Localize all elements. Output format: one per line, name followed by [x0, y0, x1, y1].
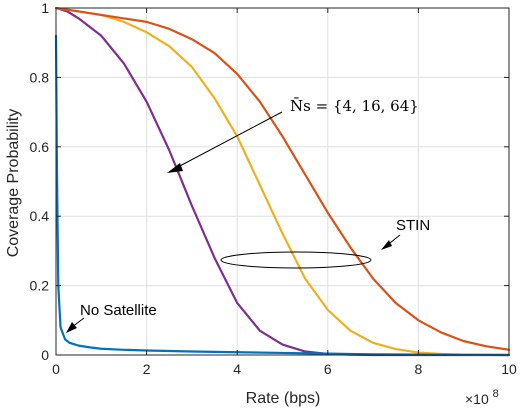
plot-frame	[55, 7, 510, 356]
nsats-arrow-head	[167, 163, 183, 173]
x-tick-label: 8	[415, 361, 423, 377]
stin-ellipse	[220, 251, 372, 269]
no-satellite-annotation: No Satellite	[80, 302, 157, 319]
series-line-2	[54, 6, 511, 351]
series-line-1	[54, 6, 511, 357]
y-tick-label: 0	[41, 347, 49, 363]
no-satellite-arrow-head	[66, 322, 77, 333]
series-line-3	[54, 34, 511, 357]
y-tick-label: 0.4	[30, 208, 50, 224]
x-multiplier-exponent: 8	[493, 388, 499, 400]
y-tick-label: 0.2	[30, 278, 50, 294]
grid-layer	[55, 7, 510, 356]
y-tick-label: 0.8	[30, 69, 50, 85]
x-tick-label: 4	[233, 361, 241, 377]
x-tick-label: 0	[52, 361, 60, 377]
x-axis-title: Rate (bps)	[246, 390, 321, 407]
x-tick-label: 6	[324, 361, 332, 377]
plot-area	[56, 8, 509, 355]
series-layer	[54, 6, 511, 357]
nsats-annotation: N̄s = {4, 16, 64}	[290, 97, 419, 115]
y-tick-label: 0.6	[30, 139, 50, 155]
annotation-layer: N̄s = {4, 16, 64} STIN No Satellite	[66, 97, 430, 333]
y-axis-title: Coverage Probability	[5, 109, 22, 258]
axes-layer: 0 2 4 6 8 10 0 0.2 0.4 0.6 0.8 1	[30, 0, 517, 377]
x-multiplier-base: ×10	[465, 391, 489, 407]
stin-annotation: STIN	[396, 217, 430, 234]
x-tick-label: 2	[143, 361, 151, 377]
nsats-arrow-shaft	[175, 111, 283, 169]
stin-arrow-head	[381, 240, 392, 250]
x-tick-label: 10	[501, 361, 517, 377]
y-tick-label: 1	[41, 0, 49, 16]
x-multiplier: ×10 8	[465, 388, 499, 407]
